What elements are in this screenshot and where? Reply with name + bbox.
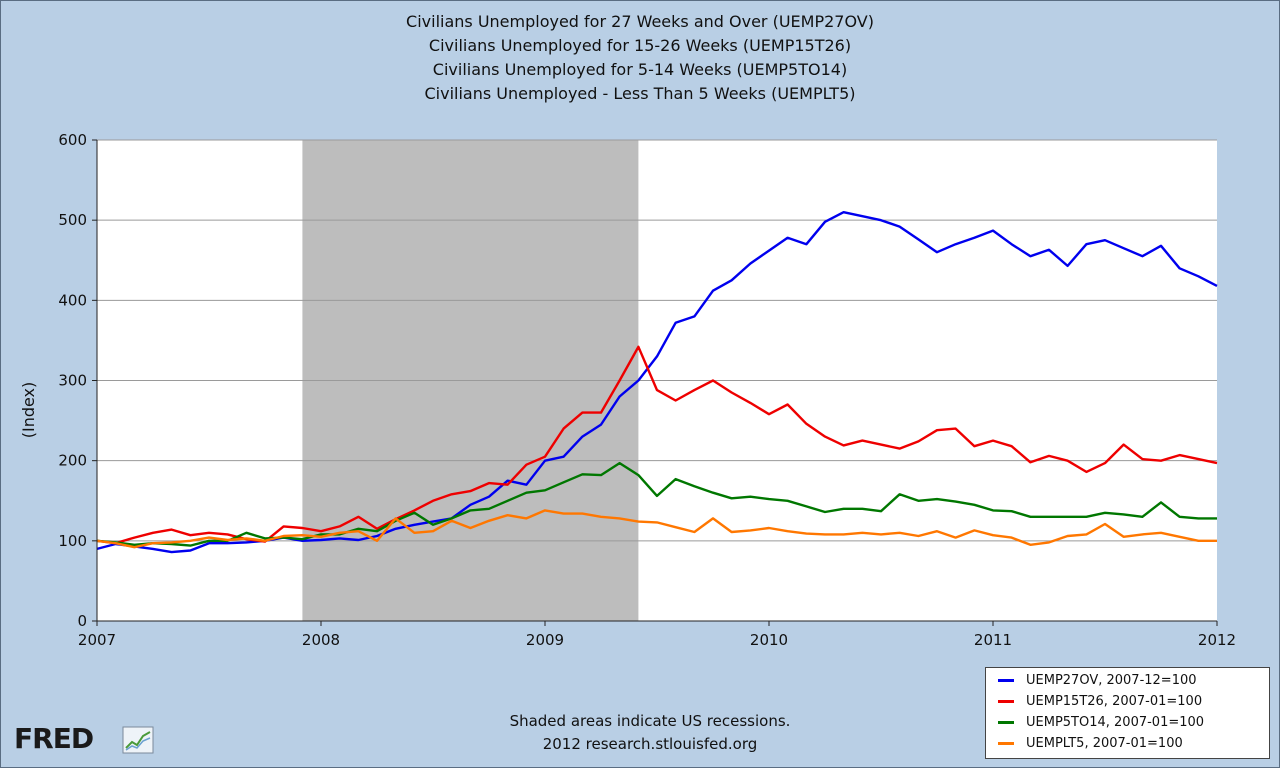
x-tick-label-2007: 2007 — [78, 631, 116, 649]
y-tick-label-400: 400 — [58, 291, 87, 309]
series-line-uemp15t26 — [96, 345, 1218, 545]
y-tick-label-0: 0 — [77, 612, 87, 630]
legend-swatch-uemp27ov — [998, 679, 1014, 682]
chart-title-line-1: Civilians Unemployed for 27 Weeks and Ov… — [406, 12, 874, 31]
legend-label-uemp15t26: UEMP15T26, 2007-01=100 — [1026, 694, 1203, 709]
y-tick-label-500: 500 — [58, 211, 87, 229]
chart-title-line-2: Civilians Unemployed for 15-26 Weeks (UE… — [428, 36, 852, 55]
x-tick-label-2011: 2011 — [974, 631, 1012, 649]
chart-graph-icon — [122, 726, 154, 754]
x-tick-label-2008: 2008 — [302, 631, 340, 649]
y-tick-label-100: 100 — [58, 532, 87, 550]
legend-item-uemp15t26: UEMP15T26, 2007-01=100 — [998, 694, 1202, 714]
legend: UEMP27OV, 2007-12=100 UEMP15T26, 2007-01… — [985, 667, 1270, 759]
source-text: 2012 research.stlouisfed.org — [542, 735, 758, 753]
legend-label-uemplt5: UEMPLT5, 2007-01=100 — [1026, 736, 1183, 751]
legend-item-uemp5to14: UEMP5TO14, 2007-01=100 — [998, 715, 1204, 735]
legend-label-uemp27ov: UEMP27OV, 2007-12=100 — [1026, 673, 1197, 688]
chart-title-line-3: Civilians Unemployed for 5-14 Weeks (UEM… — [432, 60, 848, 79]
y-tick-label-300: 300 — [58, 372, 87, 390]
legend-swatch-uemp5to14 — [998, 721, 1014, 724]
recession-note: Shaded areas indicate US recessions. — [509, 712, 791, 730]
chart-title-line-4: Civilians Unemployed - Less Than 5 Weeks… — [424, 84, 856, 103]
y-tick-label-600: 600 — [58, 131, 87, 149]
series-line-uemplt5 — [96, 509, 1217, 549]
legend-item-uemplt5: UEMPLT5, 2007-01=100 — [998, 736, 1183, 756]
legend-swatch-uemp15t26 — [998, 700, 1014, 703]
legend-item-uemp27ov: UEMP27OV, 2007-12=100 — [998, 673, 1197, 693]
series-line-uemp5to14 — [96, 461, 1217, 547]
x-tick-label-2012: 2012 — [1198, 631, 1236, 649]
y-axis-label: (Index) — [19, 382, 38, 439]
legend-swatch-uemplt5 — [998, 742, 1014, 745]
x-tick-label-2010: 2010 — [750, 631, 788, 649]
fred-logo: FRED — [14, 722, 94, 755]
x-tick-label-2009: 2009 — [526, 631, 564, 649]
y-tick-label-200: 200 — [58, 452, 87, 470]
legend-label-uemp5to14: UEMP5TO14, 2007-01=100 — [1026, 715, 1205, 730]
